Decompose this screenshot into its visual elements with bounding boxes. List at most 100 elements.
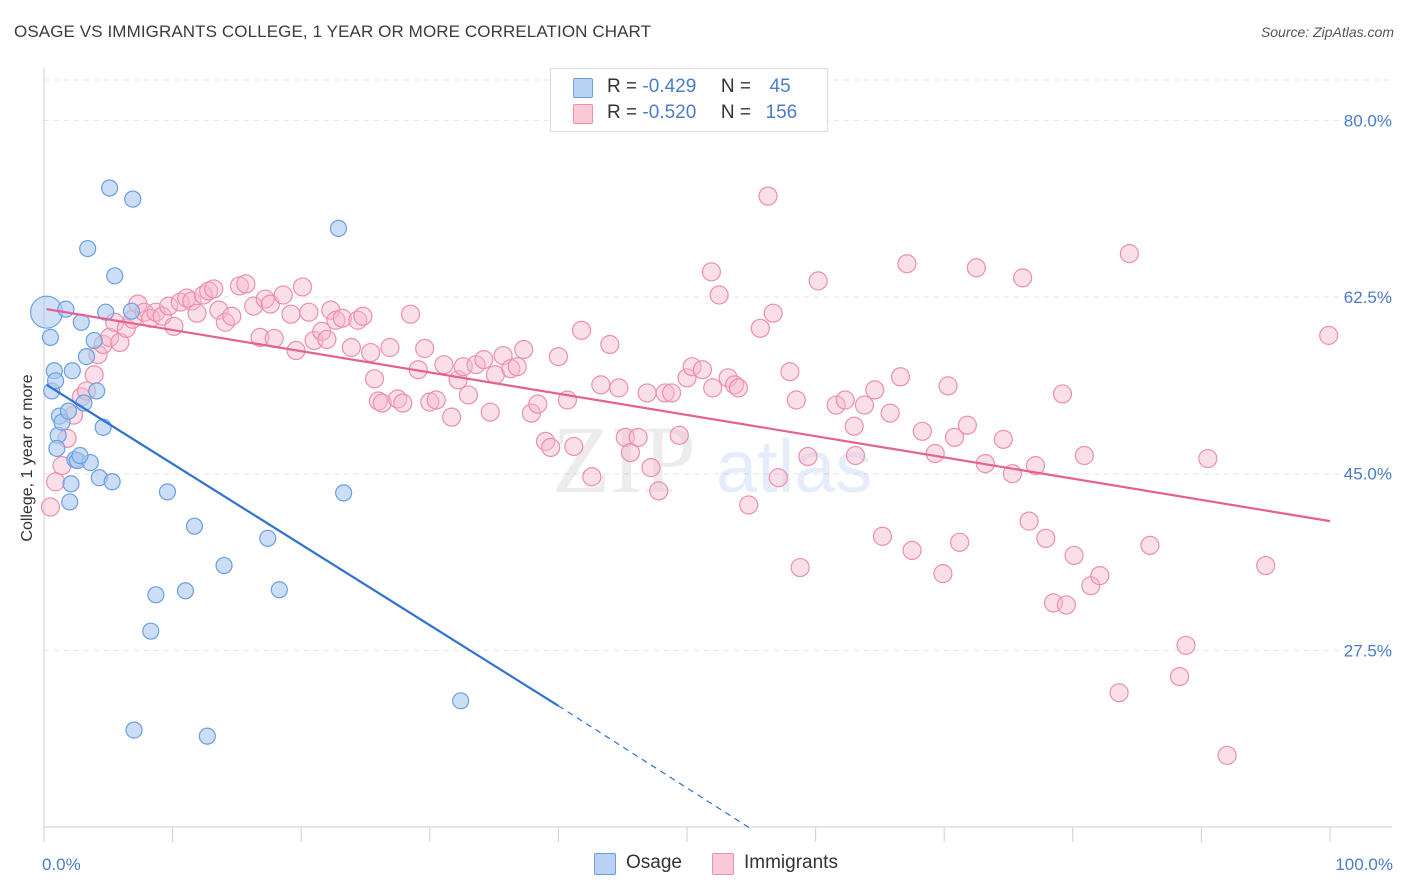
bottom-legend-swatch-osage [594, 853, 616, 875]
trend-lines [45, 308, 1331, 830]
osage-point [198, 727, 216, 745]
immigrants-point [361, 342, 381, 363]
osage-point [142, 622, 160, 640]
x-tick-labels: 0.0% 100.0% [42, 855, 1393, 874]
osage-point [100, 179, 119, 197]
immigrants-point [222, 306, 242, 326]
immigrants-point [564, 436, 584, 457]
immigrants-point [600, 334, 620, 355]
immigrants-point [187, 303, 207, 323]
immigrants-point [434, 355, 454, 375]
immigrants-point [1052, 384, 1073, 404]
immigrants-point [204, 279, 224, 299]
legend-n-value: 45 [769, 76, 791, 97]
osage-point [125, 721, 143, 739]
osage-point [85, 331, 103, 350]
legend-swatch-immigrants [573, 104, 593, 124]
immigrants-point [292, 277, 313, 297]
bottom-legend-swatch-immigrants [712, 853, 734, 875]
immigrants-points [40, 186, 1339, 765]
immigrants-point [1140, 535, 1160, 555]
immigrants-point [677, 368, 697, 388]
immigrants-point [1119, 244, 1139, 264]
immigrants-point [591, 375, 611, 395]
immigrants-point [380, 337, 400, 358]
immigrants-point [372, 393, 392, 413]
immigrants-point [993, 429, 1013, 449]
immigrants-point [1025, 456, 1046, 476]
immigrants-point [768, 468, 788, 488]
immigrants-point [750, 318, 770, 338]
immigrants-point [902, 540, 922, 561]
osage-point [63, 362, 81, 380]
immigrants-point [177, 288, 197, 308]
immigrants-point [182, 291, 202, 311]
osage-point [88, 382, 106, 400]
immigrants-point [925, 443, 945, 464]
immigrants-point [739, 495, 759, 515]
immigrants-point [637, 383, 657, 403]
axes [43, 68, 1392, 842]
osage-point [158, 483, 177, 501]
immigrants-point [703, 378, 723, 398]
immigrants-point [944, 427, 965, 447]
immigrants-point [393, 393, 413, 413]
osage-point [29, 295, 64, 329]
immigrants-point [426, 390, 446, 410]
osage-point [106, 267, 124, 285]
immigrants-trend-line [46, 308, 1331, 523]
immigrants-point [159, 296, 179, 316]
immigrants-point [854, 395, 875, 415]
immigrants-point [808, 271, 828, 291]
immigrants-point [669, 425, 689, 445]
osage-trend-extension [558, 705, 752, 830]
immigrants-point [844, 416, 864, 436]
immigrants-point [353, 306, 373, 326]
immigrants-point [620, 442, 641, 463]
legend-r-value: -0.520 [642, 102, 697, 123]
y-axis-label: College, 1 year or more [19, 374, 36, 541]
immigrants-point [728, 378, 749, 398]
immigrants-point [281, 304, 301, 324]
legend-swatch-osage [573, 78, 593, 98]
legend-r-label: R = [607, 76, 638, 97]
immigrants-point [957, 415, 977, 435]
chart-title: OSAGE VS IMMIGRANTS COLLEGE, 1 YEAR OR M… [14, 22, 652, 41]
immigrants-point [571, 320, 592, 340]
osage-point [335, 484, 353, 502]
osage-point [46, 372, 65, 390]
osage-point [103, 473, 121, 491]
immigrants-point [400, 304, 421, 324]
immigrants-point [966, 258, 986, 278]
immigrants-point [1217, 745, 1237, 765]
immigrants-point [1109, 683, 1129, 703]
immigrants-point [763, 303, 783, 323]
osage-point [176, 582, 195, 600]
y-tick-label: 62.5% [1344, 288, 1392, 307]
osage-point [329, 219, 348, 237]
osage-point [147, 586, 165, 604]
immigrants-point [528, 394, 548, 414]
immigrants-point [1074, 445, 1094, 466]
grid-lines [44, 79, 1392, 651]
immigrants-point [826, 395, 846, 415]
immigrants-point [415, 338, 435, 359]
immigrants-point [912, 421, 932, 441]
immigrants-point [1176, 635, 1196, 655]
immigrants-point [236, 274, 256, 294]
immigrants-point [1169, 666, 1190, 687]
osage-point [48, 439, 66, 458]
immigrants-point [655, 383, 675, 403]
osage-point [452, 692, 470, 710]
immigrants-point [701, 262, 722, 282]
osage-point [122, 302, 141, 320]
immigrants-point [480, 402, 500, 422]
osage-point [94, 418, 112, 436]
bottom-legend-label-immigrants: Immigrants [744, 852, 838, 873]
immigrants-point [1319, 325, 1339, 345]
osage-point [259, 529, 277, 547]
immigrants-point [609, 378, 629, 398]
immigrants-point [1036, 528, 1056, 548]
legend-r-value: -0.429 [642, 76, 697, 97]
